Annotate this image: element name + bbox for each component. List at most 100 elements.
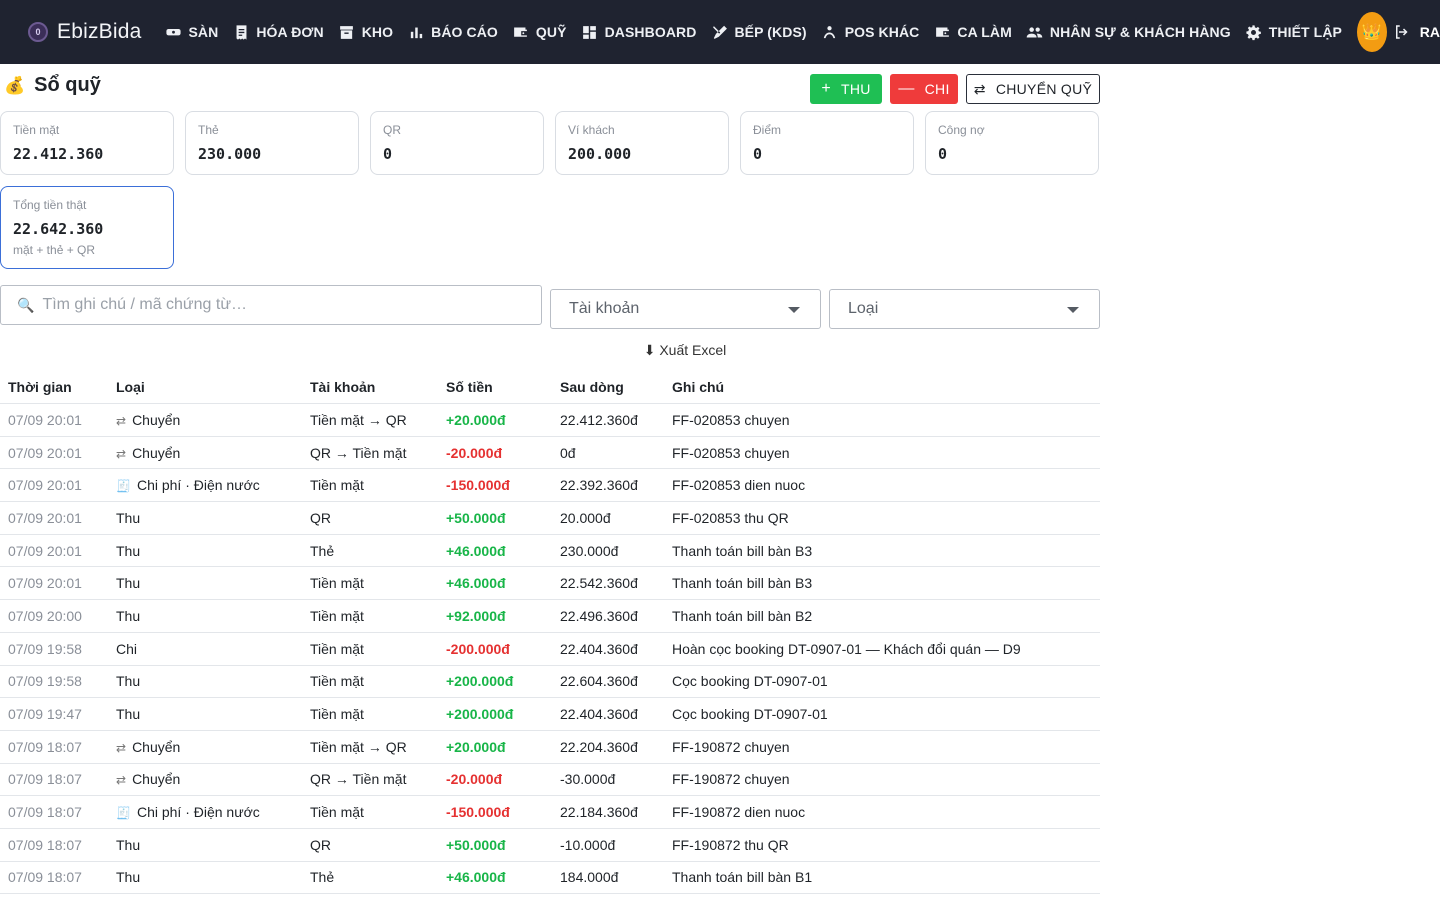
transfer-fund-label: CHUYỂN QUỸ: [995, 81, 1093, 97]
nav-item-dashboard[interactable]: DASHBOARD: [574, 0, 704, 64]
cell-account: Tiền mặt: [310, 575, 364, 592]
cell-type: 🧾 Chi phí · Điện nước: [108, 477, 302, 493]
cell-type: Thu: [108, 673, 302, 689]
transfer-icon: ⇄: [116, 413, 127, 428]
cell-time: 07/09 20:01: [8, 575, 82, 592]
card-value: 0: [753, 145, 763, 163]
chi-button[interactable]: — CHI: [890, 74, 958, 104]
nav-item-bar-chart[interactable]: BÁO CÁO: [400, 0, 505, 64]
nav-item-utensils[interactable]: BẾP (KDS): [703, 0, 813, 64]
cell-type-label: Thu: [116, 673, 141, 690]
search-box[interactable]: 🔍: [0, 285, 542, 325]
nav-item-person[interactable]: POS KHÁC: [814, 0, 927, 64]
nav-item-people[interactable]: NHÂN SỰ & KHÁCH HÀNG: [1019, 0, 1238, 64]
type-select[interactable]: Loại: [829, 289, 1100, 329]
cell-time: 07/09 20:01: [8, 444, 82, 461]
cell-note: Hoàn cọc booking DT-0907-01 — Khách đổi …: [672, 640, 1021, 657]
nav-item-wallet-shift[interactable]: CA LÀM: [926, 0, 1019, 64]
cell-account: Tiền mặt → QR: [310, 411, 407, 428]
cell-amount: +46.000đ: [446, 575, 506, 592]
table-row[interactable]: 07/09 20:01 ⇄ Chuyển Tiền mặt → QR +20.000đ 2…: [0, 404, 1100, 437]
nav-item-gear[interactable]: THIẾT LẬP: [1238, 0, 1349, 64]
table-row[interactable]: 07/09 18:07 ⇄ Chuyển QR → Tiền mặt -20.000đ -…: [0, 764, 1100, 797]
cell-after: 22.184.360đ: [560, 804, 638, 821]
table-row[interactable]: 07/09 20:01 Thu QR +50.000đ 20.000đ FF-020853…: [0, 502, 1100, 535]
table-row[interactable]: 07/09 20:01 Thu Tiền mặt +46.000đ 22.542.360…: [0, 567, 1100, 601]
table-row[interactable]: 07/09 20:01 🧾 Chi phí · Điện nước Tiền mặt -…: [0, 469, 1100, 503]
nav-item-archive[interactable]: KHO: [331, 0, 400, 64]
thu-button-label: THU: [840, 81, 871, 97]
table-row[interactable]: 07/09 18:07 Thu QR +50.000đ -10.000đ FF-19087…: [0, 829, 1100, 862]
thu-button[interactable]: + THU: [810, 74, 882, 104]
avatar[interactable]: 👑: [1356, 12, 1387, 52]
table-row[interactable]: 07/09 19:47 Thu Tiền mặt +200.000đ 22.404.36…: [0, 698, 1100, 731]
cell-type: 🧾 Chi phí · Điện nước: [108, 804, 302, 820]
header-note[interactable]: Ghi chú: [672, 378, 725, 395]
chi-button-label: CHI: [924, 81, 950, 97]
cell-type: Thu: [108, 575, 302, 591]
total-card-sub: mặt + thẻ + QR: [13, 243, 96, 257]
header-after[interactable]: Sau dòng: [560, 378, 624, 395]
brand[interactable]: 0 EbizBida: [28, 20, 141, 44]
account-select[interactable]: Tài khoản: [550, 289, 821, 329]
summary-card: QR 0: [370, 111, 544, 175]
cell-note: Cọc booking DT-0907-01: [672, 673, 828, 690]
cell-note: Thanh toán bill bàn B3: [672, 575, 813, 592]
cell-amount: -20.000đ: [446, 444, 503, 461]
cell-amount: +20.000đ: [446, 411, 506, 428]
cell-type-label: Chuyển: [132, 771, 181, 788]
nav-item-receipt[interactable]: HÓA ĐƠN: [225, 0, 330, 64]
total-card: Tổng tiền thật 22.642.360 mặt + thẻ + QR: [0, 186, 174, 269]
caret-down-icon: [1067, 307, 1079, 313]
utensils-icon: [710, 23, 728, 41]
logout-icon: [1395, 25, 1408, 39]
cell-type: Thu: [108, 869, 302, 885]
cell-after: 0đ: [560, 444, 576, 461]
table-row[interactable]: 07/09 20:01 ⇄ Chuyển QR → Tiền mặt -20.000đ 0…: [0, 437, 1100, 470]
export-excel-link[interactable]: ⬇ Xuất Excel: [643, 342, 727, 358]
nav-item-label: NHÂN SỰ & KHÁCH HÀNG: [1049, 24, 1231, 40]
transfer-fund-button[interactable]: ⇄ CHUYỂN QUỸ: [966, 74, 1100, 104]
logout-button[interactable]: RA: [1393, 23, 1440, 41]
card-value: 0: [938, 145, 948, 163]
transfer-icon: ⇄: [116, 446, 127, 461]
header-account[interactable]: Tài khoản: [310, 378, 376, 395]
card-value: 0: [383, 145, 393, 163]
cell-type-label: Chuyển: [132, 411, 181, 428]
cell-note: FF-020853 dien nuoc: [672, 477, 806, 494]
search-input[interactable]: [42, 296, 523, 314]
card-label: Công nợ: [938, 123, 985, 137]
table-row[interactable]: 07/09 18:07 ⇄ Chuyển Tiền mặt → QR +20.000đ 2…: [0, 731, 1100, 764]
cell-after: 22.392.360đ: [560, 477, 638, 494]
header-amount[interactable]: Số tiền: [446, 378, 493, 395]
cell-type-label: Thu: [116, 607, 141, 624]
table-billiard-icon: [164, 23, 182, 41]
header-type[interactable]: Loại: [116, 378, 145, 395]
transfer-icon: ⇄: [116, 773, 127, 788]
cell-after: 22.204.360đ: [560, 738, 638, 755]
cell-after: 22.604.360đ: [560, 673, 638, 690]
cell-note: Cọc booking DT-0907-01: [672, 706, 828, 723]
cell-type: ⇄ Chuyển: [108, 412, 302, 428]
cell-note: FF-190872 dien nuoc: [672, 804, 806, 821]
cell-type: ⇄ Chuyển: [108, 739, 302, 755]
top-navbar: 0 EbizBida SÀN HÓA ĐƠN KHO BÁO CÁO QUỸ DASHBO…: [0, 0, 1440, 64]
table-row[interactable]: 07/09 18:07 🧾 Chi phí · Điện nước Tiền mặt -…: [0, 796, 1100, 829]
table-row[interactable]: 07/09 20:00 Thu Tiền mặt +92.000đ 22.496.360…: [0, 600, 1100, 633]
cell-type-label: Thu: [116, 575, 141, 592]
nav-item-label: BẾP (KDS): [734, 24, 807, 40]
header-time[interactable]: Thời gian: [8, 378, 72, 395]
table-row[interactable]: 07/09 19:58 Chi Tiền mặt -200.000đ 22.404.36…: [0, 633, 1100, 666]
logout-label: RA: [1419, 24, 1440, 40]
table-row[interactable]: 07/09 19:58 Thu Tiền mặt +200.000đ 22.604.36…: [0, 666, 1100, 699]
cell-amount: +200.000đ: [446, 673, 514, 690]
cell-time: 07/09 18:07: [8, 836, 82, 853]
nav-item-table-billiard[interactable]: SÀN: [157, 0, 225, 64]
table-header: Thời gian Loại Tài khoản Số tiền Sau dòn…: [0, 370, 1100, 404]
table-row[interactable]: 07/09 20:01 Thu Thẻ +46.000đ 230.000đ Thanh t…: [0, 535, 1100, 568]
cell-account: Thẻ: [310, 869, 335, 886]
cell-after: 184.000đ: [560, 869, 619, 886]
summary-card: Thẻ 230.000: [185, 111, 359, 175]
table-row[interactable]: 07/09 18:07 Thu Thẻ +46.000đ 184.000đ Thanh t…: [0, 862, 1100, 895]
nav-item-wallet[interactable]: QUỸ: [505, 0, 574, 64]
